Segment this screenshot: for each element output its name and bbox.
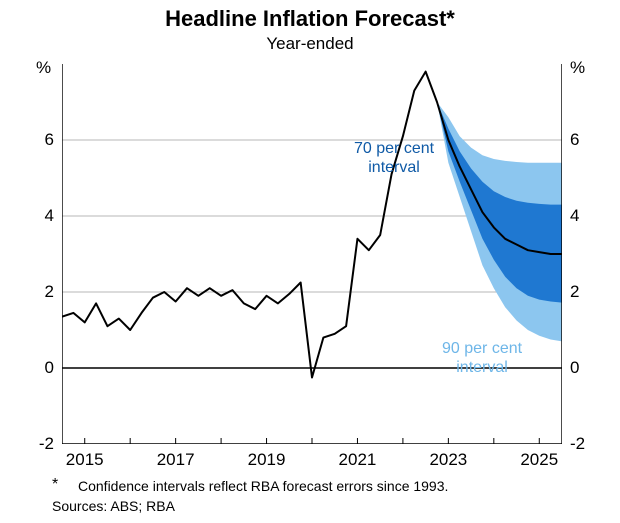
y-tick-left: 0 <box>22 358 54 378</box>
x-tick-label: 2025 <box>509 450 569 470</box>
chart-svg <box>62 64 562 444</box>
chart-container: Headline Inflation Forecast* Year-ended … <box>0 0 620 523</box>
y-tick-right: 2 <box>570 282 602 302</box>
label-90: 90 per centinterval <box>442 339 522 377</box>
y-tick-right: 4 <box>570 206 602 226</box>
footnote-text: Confidence intervals reflect RBA forecas… <box>78 478 448 494</box>
y-tick-left: 6 <box>22 130 54 150</box>
y-tick-right: 6 <box>570 130 602 150</box>
label-70: 70 per centinterval <box>354 139 434 177</box>
chart-subtitle: Year-ended <box>0 34 620 54</box>
y-tick-right: -2 <box>570 434 602 454</box>
y-unit-left: % <box>36 58 51 78</box>
plot-area <box>62 64 562 444</box>
y-tick-left: 4 <box>22 206 54 226</box>
x-tick-label: 2017 <box>146 450 206 470</box>
x-tick-label: 2015 <box>55 450 115 470</box>
x-tick-label: 2023 <box>418 450 478 470</box>
y-tick-right: 0 <box>570 358 602 378</box>
sources-text: Sources: ABS; RBA <box>52 498 175 514</box>
footnote-marker: * <box>52 476 58 494</box>
x-tick-label: 2021 <box>327 450 387 470</box>
y-tick-left: 2 <box>22 282 54 302</box>
y-unit-right: % <box>570 58 585 78</box>
chart-title: Headline Inflation Forecast* <box>0 6 620 32</box>
x-tick-label: 2019 <box>237 450 297 470</box>
y-tick-left: -2 <box>22 434 54 454</box>
